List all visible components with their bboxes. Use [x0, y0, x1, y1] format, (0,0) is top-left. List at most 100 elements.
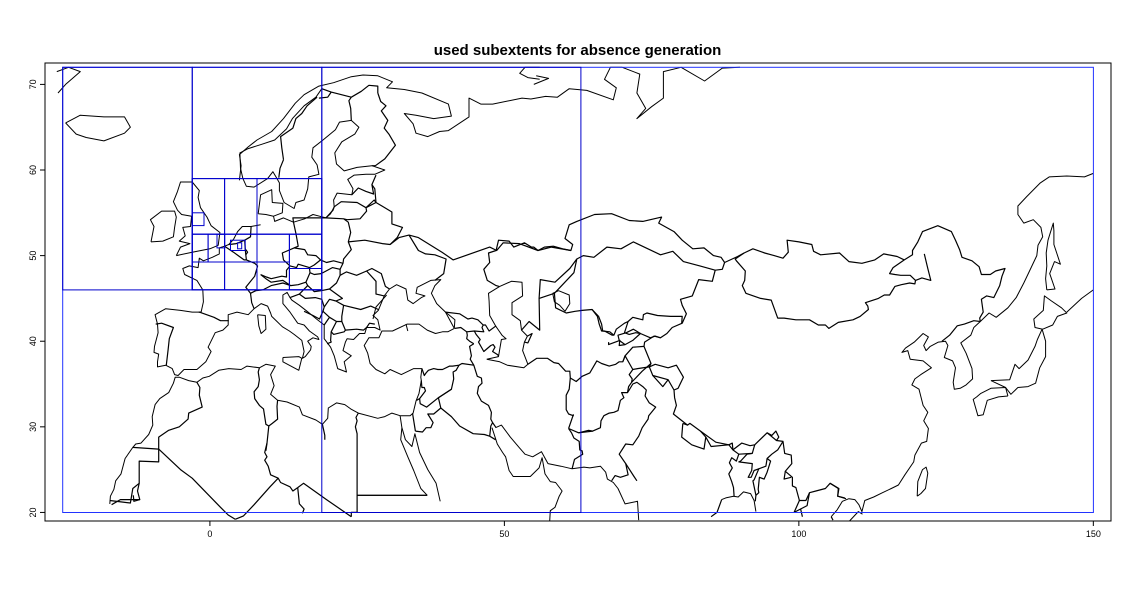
country-border-16 — [326, 316, 338, 345]
x-tick-label-1: 50 — [499, 529, 509, 539]
country-border-86 — [627, 312, 683, 324]
country-border-40 — [724, 225, 1006, 322]
country-border-23 — [366, 267, 390, 290]
y-tick-label-4: 60 — [28, 165, 38, 175]
country-border-41 — [941, 320, 981, 342]
country-border-54 — [469, 343, 497, 429]
subextent-10 — [191, 233, 209, 263]
country-border-99 — [700, 430, 729, 448]
subextent-3 — [321, 66, 582, 514]
country-border-2 — [224, 245, 259, 309]
country-border-105 — [611, 381, 657, 482]
country-border-12 — [289, 285, 309, 299]
coastline-25 — [1066, 289, 1094, 313]
country-border-88 — [829, 482, 845, 499]
subextent-18 — [230, 239, 246, 251]
country-border-8 — [281, 222, 299, 267]
country-border-75 — [109, 449, 160, 504]
coastline-27 — [519, 66, 540, 80]
subextent-7 — [256, 178, 323, 235]
country-border-21 — [329, 288, 343, 302]
country-border-104 — [649, 363, 685, 391]
country-outlines — [56, 66, 1094, 522]
subextent-16 — [256, 233, 290, 263]
country-border-0 — [155, 322, 174, 366]
subextent-grid — [62, 66, 1094, 514]
country-border-63 — [489, 422, 494, 437]
country-border-58 — [483, 324, 497, 332]
country-border-108 — [625, 463, 638, 482]
country-border-52 — [631, 363, 652, 383]
country-border-69 — [350, 511, 358, 517]
country-border-1 — [199, 311, 229, 322]
country-border-76 — [158, 382, 203, 450]
country-border-26 — [343, 207, 368, 221]
country-border-31 — [371, 184, 377, 203]
country-border-74 — [297, 487, 305, 514]
subextent-19 — [237, 242, 243, 250]
coastline-28 — [533, 75, 550, 85]
country-border-50 — [568, 428, 584, 469]
country-border-66 — [356, 494, 428, 513]
country-border-11 — [305, 269, 341, 293]
coastline-19 — [972, 387, 1009, 417]
country-border-73 — [265, 443, 268, 451]
subextent-20 — [191, 212, 205, 227]
country-border-48 — [524, 332, 533, 344]
country-border-91 — [783, 471, 792, 480]
country-border-65 — [416, 398, 420, 401]
coastline-9 — [372, 294, 387, 320]
country-border-9 — [294, 247, 322, 269]
coastline-5 — [239, 88, 386, 223]
y-tick-label-5: 70 — [28, 79, 38, 89]
y-axis: 20 30 40 50 60 70 — [28, 79, 45, 517]
country-border-77 — [158, 448, 236, 520]
coastline-6 — [109, 224, 455, 504]
country-border-82 — [321, 424, 326, 440]
country-border-45 — [483, 239, 572, 287]
country-border-32 — [371, 92, 396, 167]
country-border-83 — [591, 309, 615, 336]
coastline-17 — [721, 491, 757, 512]
country-border-13 — [299, 293, 325, 308]
subextent-12 — [191, 261, 226, 291]
y-tick-label-1: 30 — [28, 422, 38, 432]
country-border-98 — [682, 422, 688, 426]
country-border-27 — [333, 199, 377, 209]
country-border-60 — [419, 364, 460, 408]
country-border-62 — [440, 407, 496, 441]
country-border-28 — [351, 174, 377, 196]
country-border-102 — [632, 366, 650, 371]
country-border-43 — [734, 252, 917, 329]
country-border-96 — [758, 441, 784, 470]
country-border-51 — [565, 377, 574, 429]
country-border-101 — [728, 442, 734, 450]
country-border-19 — [343, 304, 379, 311]
y-tick-label-0: 20 — [28, 507, 38, 517]
coastline-15 — [491, 427, 563, 522]
x-tick-label-3: 150 — [1086, 529, 1101, 539]
country-border-68 — [354, 412, 359, 496]
coastline-4 — [238, 66, 741, 181]
coastline-2 — [149, 210, 177, 243]
country-border-38 — [280, 96, 318, 160]
country-border-106 — [578, 429, 593, 434]
x-tick-label-2: 100 — [791, 529, 806, 539]
country-border-17 — [330, 320, 346, 335]
country-border-55 — [454, 326, 475, 345]
coastline-20 — [990, 328, 1047, 395]
coastline-3 — [257, 189, 284, 217]
country-border-20 — [345, 322, 375, 331]
country-border-59 — [421, 362, 474, 377]
country-border-22 — [339, 270, 385, 297]
country-border-72 — [268, 400, 279, 427]
country-border-93 — [728, 454, 740, 497]
country-border-47 — [538, 241, 716, 299]
country-border-10 — [309, 259, 344, 276]
country-border-25 — [325, 206, 335, 219]
country-border-34 — [350, 84, 379, 98]
country-border-94 — [738, 452, 760, 502]
country-border-4 — [229, 239, 245, 246]
country-border-64 — [411, 413, 416, 432]
